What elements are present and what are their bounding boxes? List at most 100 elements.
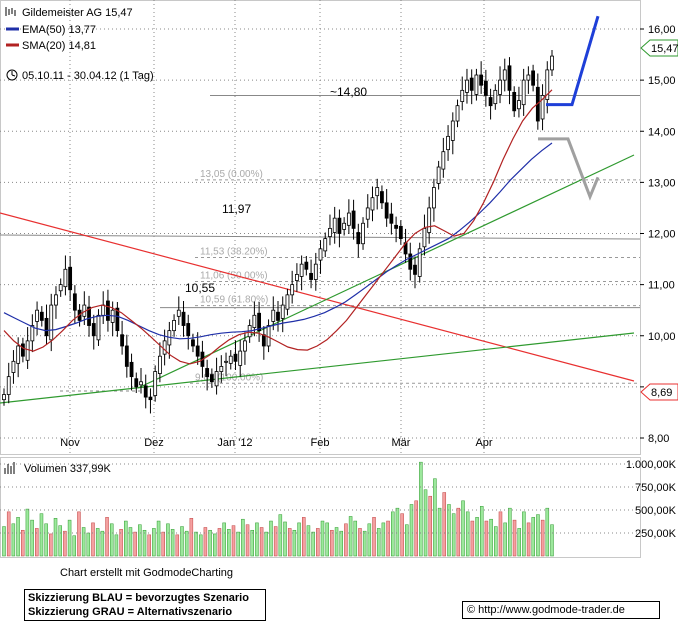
candle-body xyxy=(172,320,176,332)
scenario-legend-blue: Skizzierung BLAU = bevorzugtes Szenario xyxy=(28,592,249,604)
volume-bar xyxy=(372,517,376,557)
candle-body xyxy=(521,79,526,106)
low-price-marker: 8,69 xyxy=(640,383,678,401)
volume-bar xyxy=(344,523,348,557)
volume-bar xyxy=(316,528,320,557)
candle-body xyxy=(493,89,498,105)
chart-title: Gildemeister AG 15,47 xyxy=(22,7,133,19)
candle-body xyxy=(186,323,191,337)
volume-bar xyxy=(362,530,367,557)
candle-body xyxy=(143,385,148,398)
volume-bar xyxy=(236,531,240,557)
volume-bar xyxy=(67,519,72,557)
scenario-legend: Skizzierung BLAU = bevorzugtes Szenario … xyxy=(24,589,266,621)
volume-bar xyxy=(273,526,278,557)
volume-bar xyxy=(194,531,198,557)
candle-body xyxy=(550,55,554,71)
volume-bar xyxy=(147,534,151,557)
volume-bar xyxy=(391,511,395,557)
candle-body xyxy=(191,339,195,347)
candle-body xyxy=(181,311,186,326)
volume-bar xyxy=(400,513,404,557)
candle-body xyxy=(361,222,365,245)
x-tick-label: Jan '12 xyxy=(217,437,252,449)
volume-bar xyxy=(320,520,325,557)
volume-bar xyxy=(376,528,381,557)
x-tick-label: Nov xyxy=(60,437,80,449)
source-link[interactable]: © http://www.godmode-trader.de xyxy=(462,601,660,619)
candle-body xyxy=(398,225,403,240)
candle-body xyxy=(460,89,465,102)
candle-body xyxy=(11,360,16,373)
candle-body xyxy=(148,396,153,401)
candle-body xyxy=(512,91,517,112)
volume-bar xyxy=(339,530,343,557)
sma20-line xyxy=(3,89,553,365)
candle-body xyxy=(427,207,432,233)
candle-body xyxy=(162,340,167,355)
volume-bar xyxy=(470,520,475,557)
volume-bar xyxy=(456,507,461,557)
y-tick-label: 15,00 xyxy=(648,75,676,87)
volume-bar xyxy=(550,524,554,557)
volume-bar xyxy=(297,522,301,557)
candle-body xyxy=(54,294,58,306)
volume-bar xyxy=(517,528,521,557)
volume-icon xyxy=(4,462,15,474)
candle-body xyxy=(72,293,77,311)
volume-bar xyxy=(465,511,470,557)
candle-body xyxy=(337,217,342,234)
x-tick-label: Feb xyxy=(311,437,330,449)
volume-bar xyxy=(105,517,109,557)
candle-body xyxy=(455,105,460,122)
candle-body xyxy=(49,304,54,341)
volume-tick-label: 500,00K xyxy=(635,505,677,517)
candle-body xyxy=(195,345,200,357)
x-tick-label: Mär xyxy=(392,437,411,449)
volume-bar xyxy=(20,529,25,557)
volume-bar xyxy=(170,529,175,557)
candle-body xyxy=(294,273,299,281)
resistance-line xyxy=(0,234,641,240)
annotation-target: ~14,80 xyxy=(330,85,367,99)
candle-body xyxy=(252,314,257,328)
candle-body xyxy=(318,248,323,261)
volume-bar xyxy=(428,495,432,557)
candle-body xyxy=(261,334,266,347)
annotation-resistance: 11,97 xyxy=(222,202,251,216)
volume-bar xyxy=(292,529,297,557)
volume-bar xyxy=(423,489,428,557)
candle-body xyxy=(526,74,531,81)
fib-label: 13,05 (0.00%) xyxy=(200,169,263,180)
candles xyxy=(2,49,554,414)
candle-body xyxy=(20,343,25,357)
volume-bar xyxy=(536,514,540,557)
volume-label: Volumen 337,99K xyxy=(24,463,112,475)
ema50-line xyxy=(3,142,553,340)
candle-body xyxy=(266,325,271,347)
volume-bar xyxy=(447,504,451,557)
candle-body xyxy=(483,80,488,96)
candle-body xyxy=(25,340,30,361)
volume-tick-label: 250,00K xyxy=(635,528,677,540)
candle-body xyxy=(370,197,375,211)
red-downtrend-line xyxy=(0,212,635,382)
y-tick-label: 14,00 xyxy=(648,126,676,138)
volume-bar xyxy=(58,525,62,557)
candle-body xyxy=(120,334,125,347)
volume-bar xyxy=(255,522,259,557)
y-tick-label: 8,00 xyxy=(648,433,669,445)
volume-bar xyxy=(11,523,16,557)
volume-bar xyxy=(259,527,264,557)
volume-bar xyxy=(334,527,339,557)
svg-text:15,47: 15,47 xyxy=(651,43,678,55)
blue-scenario-path xyxy=(546,15,600,107)
candle-body xyxy=(332,217,337,233)
volume-bar xyxy=(86,532,91,557)
volume-bar xyxy=(540,519,545,557)
volume-bar xyxy=(395,507,400,557)
candle-body xyxy=(313,263,318,280)
volume-bar xyxy=(479,506,484,557)
volume-bar xyxy=(498,511,503,557)
volume-bar xyxy=(63,530,67,557)
